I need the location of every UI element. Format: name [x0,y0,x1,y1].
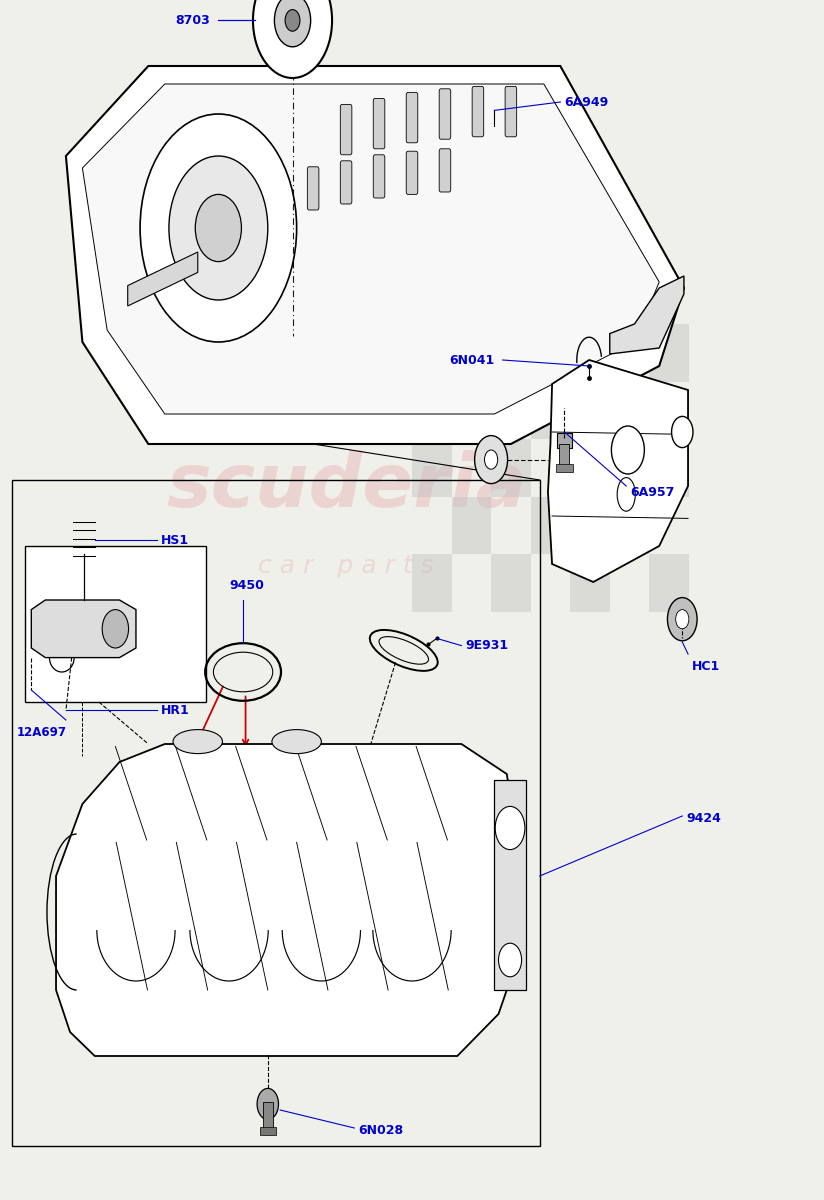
Circle shape [485,450,498,469]
Bar [452,497,491,554]
Bar [610,497,649,554]
Text: HR1: HR1 [161,704,190,716]
Polygon shape [31,600,136,658]
FancyBboxPatch shape [439,89,451,139]
Ellipse shape [272,730,321,754]
FancyBboxPatch shape [307,167,319,210]
FancyBboxPatch shape [406,151,418,194]
FancyBboxPatch shape [505,86,517,137]
Bar [12,480,540,1146]
FancyBboxPatch shape [340,161,352,204]
Bar [649,554,689,612]
Bar [494,780,526,990]
Text: 9424: 9424 [686,812,721,824]
Bar [649,439,689,497]
Text: c a r   p a r t s: c a r p a r t s [258,554,434,578]
FancyBboxPatch shape [373,155,385,198]
Bar [557,433,572,448]
Bar [412,554,452,612]
Bar [491,439,531,497]
Bar [412,324,452,382]
Ellipse shape [173,730,222,754]
Text: 6A949: 6A949 [564,96,609,108]
Circle shape [495,806,525,850]
FancyBboxPatch shape [340,104,352,155]
Polygon shape [610,276,684,354]
Bar [570,324,610,382]
Circle shape [195,194,241,262]
Bar [559,444,569,468]
FancyBboxPatch shape [472,86,484,137]
Text: 12A697: 12A697 [16,726,67,738]
Circle shape [285,10,300,31]
Bar [260,1127,276,1135]
Text: HS1: HS1 [161,534,189,546]
Text: HC1: HC1 [692,660,720,672]
Text: 6A957: 6A957 [630,486,675,498]
Circle shape [667,598,697,641]
Bar [452,266,491,324]
Circle shape [102,610,129,648]
Circle shape [672,416,693,448]
Circle shape [475,436,508,484]
Bar [531,497,570,554]
Circle shape [676,610,689,629]
Bar [412,439,452,497]
Bar [263,1102,273,1130]
Circle shape [140,114,297,342]
Bar [452,382,491,439]
Circle shape [257,1088,279,1120]
Text: 8703: 8703 [176,14,210,26]
Polygon shape [82,84,659,414]
Circle shape [611,426,644,474]
FancyBboxPatch shape [439,149,451,192]
Bar [491,324,531,382]
Bar [610,266,649,324]
Text: 6N028: 6N028 [358,1124,404,1136]
Polygon shape [66,66,684,444]
Bar [556,464,573,472]
Polygon shape [56,744,519,1056]
Text: 6N041: 6N041 [449,354,494,366]
Text: 9E931: 9E931 [466,640,508,652]
Bar [491,554,531,612]
Text: 9450: 9450 [229,580,264,592]
Bar [570,554,610,612]
FancyBboxPatch shape [406,92,418,143]
Polygon shape [128,252,198,306]
Circle shape [253,0,332,78]
Circle shape [274,0,311,47]
Circle shape [169,156,268,300]
Bar [531,266,570,324]
Text: scuderia: scuderia [166,450,527,522]
Ellipse shape [617,478,635,511]
Polygon shape [548,360,688,582]
Bar [649,324,689,382]
Bar [25,546,206,702]
Circle shape [499,943,522,977]
Bar [570,439,610,497]
Bar [531,382,570,439]
Bar [610,382,649,439]
FancyBboxPatch shape [373,98,385,149]
